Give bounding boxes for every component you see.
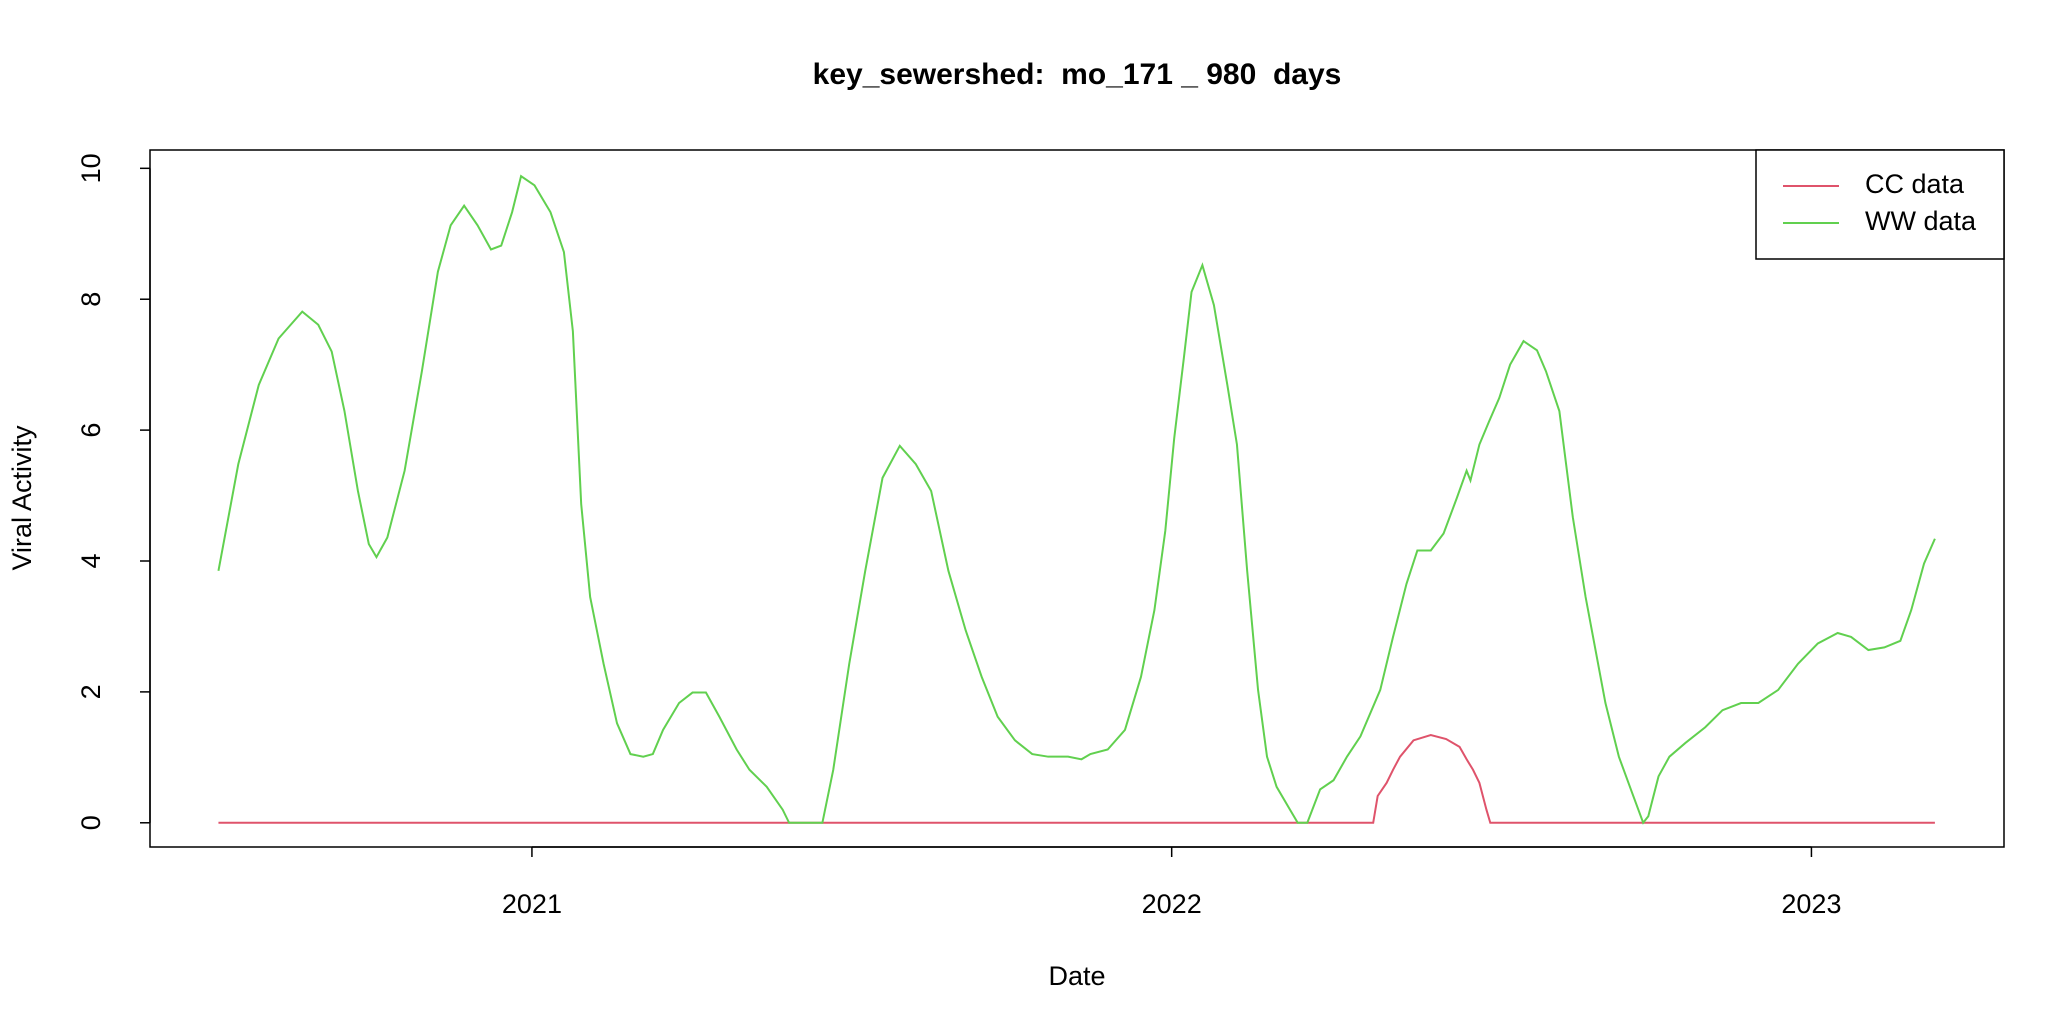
y-axis-label: Viral Activity [7,425,37,571]
y-tick-label: 0 [76,815,106,830]
y-tick-label: 2 [76,684,106,699]
y-tick-label: 10 [76,153,106,183]
chart-title: key_sewershed: mo_171 _ 980 days [813,58,1342,91]
data-line [218,734,1935,824]
data-line [217,174,1936,825]
x-axis-label: Date [1048,961,1105,991]
x-tick-label: 2022 [1142,889,1202,919]
x-tick-label: 2023 [1781,889,1841,919]
y-tick-label: 6 [76,423,106,438]
x-tick-label: 2021 [502,889,562,919]
legend-box [1755,149,2005,260]
legend-label: CC data [1865,169,1965,199]
legend-label: WW data [1865,206,1977,236]
y-tick-label: 4 [76,553,106,568]
y-tick-label: 8 [76,292,106,307]
